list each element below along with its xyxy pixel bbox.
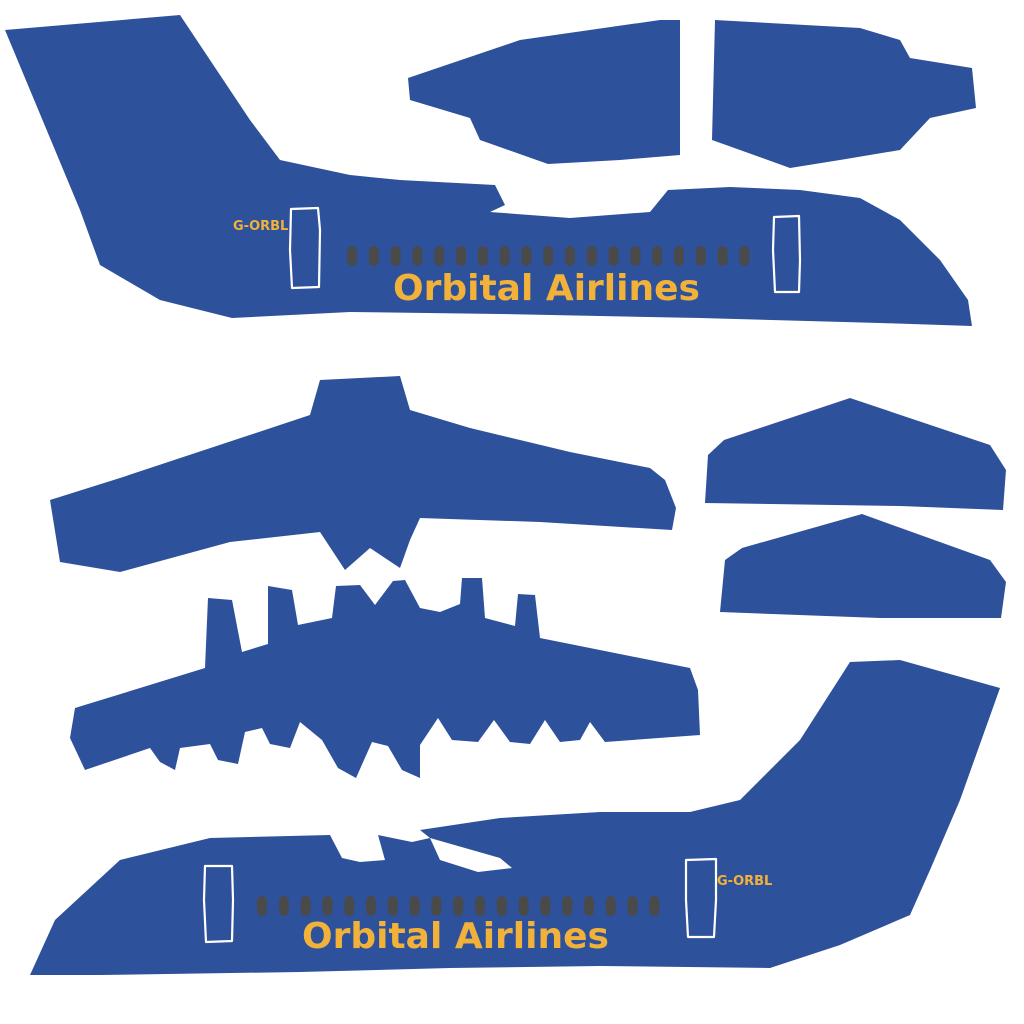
fuselage-window	[608, 246, 619, 266]
nacelle-piece-right	[712, 20, 976, 168]
fuselage-window	[499, 246, 510, 266]
fuselage-window	[387, 896, 398, 916]
fuselage-window	[278, 896, 289, 916]
fuselage-window	[739, 246, 750, 266]
fuselage-window	[477, 246, 488, 266]
front-door-right	[202, 864, 235, 944]
fuselage-window	[475, 896, 485, 916]
fuselage-window	[565, 246, 575, 266]
window-row-left	[347, 246, 750, 266]
fuselage-window	[434, 246, 445, 266]
registration-left: G-ORBL	[233, 219, 288, 234]
horizontal-stabilizer-top	[50, 376, 676, 572]
fuselage-window	[674, 246, 684, 266]
front-door-left	[288, 206, 322, 290]
fuselage-window	[695, 246, 706, 266]
fuselage-window	[366, 896, 376, 916]
fuselage-window	[605, 896, 616, 916]
fin-piece-lower	[720, 514, 1006, 618]
fuselage-window	[540, 896, 551, 916]
fuselage-window	[344, 896, 355, 916]
fuselage-window	[409, 896, 420, 916]
fuselage-left-body	[5, 15, 972, 326]
fuselage-window	[630, 246, 641, 266]
rear-door-right	[684, 857, 718, 939]
fuselage-left-side: G-ORBL Orbital Airlines	[5, 15, 972, 326]
fuselage-window	[627, 896, 638, 916]
registration-right: G-ORBL	[717, 874, 772, 889]
wing-underside	[70, 578, 700, 778]
airline-title-right: Orbital Airlines	[302, 916, 609, 957]
fuselage-right-cutout	[430, 838, 512, 872]
fuselage-window	[347, 246, 357, 266]
window-row-right	[257, 896, 660, 916]
fuselage-window	[431, 896, 442, 916]
fuselage-window	[543, 246, 554, 266]
fuselage-window	[412, 246, 423, 266]
fuselage-window	[300, 896, 311, 916]
fuselage-window	[518, 896, 529, 916]
rear-door-left	[771, 214, 802, 294]
fin-piece-upper	[705, 398, 1006, 510]
airline-title-left: Orbital Airlines	[393, 268, 700, 309]
fuselage-right-body	[30, 660, 1000, 975]
fuselage-window	[649, 896, 660, 916]
fuselage-right-side: G-ORBL Orbital Airlines	[30, 660, 1000, 975]
fuselage-window	[322, 896, 333, 916]
fuselage-window	[368, 246, 379, 266]
fuselage-window	[584, 896, 594, 916]
fuselage-window	[257, 896, 267, 916]
fuselage-window	[521, 246, 532, 266]
fuselage-window	[453, 896, 464, 916]
fuselage-window	[562, 896, 573, 916]
nacelle-piece-left	[408, 20, 680, 164]
fuselage-window	[652, 246, 663, 266]
fuselage-window	[456, 246, 466, 266]
fuselage-window	[586, 246, 597, 266]
fuselage-window	[390, 246, 401, 266]
fuselage-window	[496, 896, 507, 916]
fuselage-window	[717, 246, 728, 266]
